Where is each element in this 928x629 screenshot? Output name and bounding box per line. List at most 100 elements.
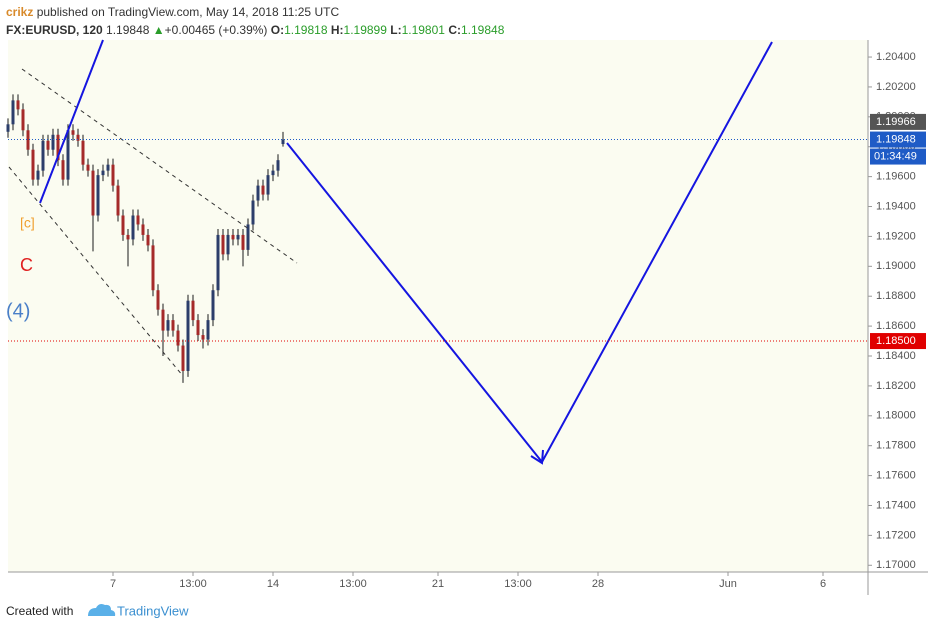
candle-body — [221, 234, 225, 255]
candle-body — [106, 164, 110, 171]
change: +0.00465 (+0.39%) — [164, 23, 268, 37]
candle-body — [86, 164, 90, 171]
wave-label: (4) — [6, 300, 30, 322]
trend-line — [39, 39, 104, 204]
candle-body — [91, 170, 95, 216]
y-tick-label: 1.18000 — [876, 410, 916, 422]
candle-body — [66, 130, 70, 180]
brand[interactable]: TradingView — [117, 603, 189, 618]
candle-body — [131, 215, 135, 240]
channel-upper — [21, 68, 298, 264]
ohlc-value: 1.19818 — [284, 23, 328, 37]
candle-body — [76, 134, 80, 141]
symbol: FX:EURUSD, 120 — [6, 23, 103, 37]
candle-body — [211, 290, 215, 321]
candle-body — [231, 234, 235, 240]
candle-body — [146, 234, 150, 246]
candle-body — [191, 300, 195, 321]
countdown: 01:34:49 — [874, 150, 917, 162]
wave-label: C — [20, 255, 33, 275]
y-tick-label: 1.19600 — [876, 171, 916, 183]
candle-body — [206, 320, 210, 340]
last: 1.19848 — [106, 23, 150, 37]
y-tick-label: 1.18200 — [876, 380, 916, 392]
candle-body — [126, 234, 130, 240]
candle-body — [201, 335, 205, 340]
y-tick-label: 1.19400 — [876, 200, 916, 212]
channel-lower — [8, 166, 184, 377]
candle-body — [261, 185, 265, 195]
candle-body — [256, 185, 260, 201]
y-tick-label: 1.17800 — [876, 440, 916, 452]
price-box — [870, 131, 926, 148]
y-tick-label: 1.19000 — [876, 260, 916, 272]
x-tick-label: 13:00 — [179, 578, 207, 590]
candle-body — [246, 224, 250, 250]
candle-body — [36, 170, 40, 180]
candle-body — [61, 160, 65, 180]
countdown-box — [870, 148, 926, 165]
price-label: 1.18500 — [876, 335, 916, 347]
candle-body — [121, 215, 125, 235]
logo — [88, 604, 116, 616]
candle-body — [31, 149, 35, 180]
candle-body — [156, 290, 160, 310]
candle-body — [96, 175, 100, 216]
y-tick-label: 1.17000 — [876, 559, 916, 571]
candle-body — [41, 140, 45, 171]
candle-body — [71, 130, 75, 135]
candle-body — [81, 140, 85, 165]
x-tick-label: 28 — [592, 578, 604, 590]
arrow-head — [530, 449, 544, 465]
candle-body — [241, 234, 245, 250]
y-tick-label: 1.17400 — [876, 499, 916, 511]
header: crikz published on TradingView.com, May … — [6, 3, 504, 39]
candle-body — [266, 175, 270, 195]
arrow: ▲ — [152, 23, 165, 37]
candle-body — [271, 170, 275, 176]
y-tick-label: 1.18400 — [876, 350, 916, 362]
candle-body — [276, 160, 280, 171]
candle-body — [116, 185, 120, 216]
candle-body — [21, 109, 25, 131]
author[interactable]: crikz — [6, 5, 34, 19]
x-tick-label: 21 — [432, 578, 444, 590]
price-label: 1.19848 — [876, 133, 916, 145]
candle-body — [56, 134, 60, 161]
ohlc-value: 1.19899 — [343, 23, 387, 37]
y-tick-label: 1.17600 — [876, 469, 916, 481]
ohlc-value: 1.19801 — [401, 23, 445, 37]
candle-body — [6, 124, 10, 132]
candle-body — [136, 215, 140, 225]
candle-body — [11, 100, 15, 125]
candle-body — [226, 234, 230, 255]
x-tick-label: 13:00 — [504, 578, 532, 590]
price-box — [870, 333, 926, 350]
candle-body — [166, 320, 170, 331]
candle-body — [161, 309, 165, 331]
y-tick-label: 1.18600 — [876, 320, 916, 332]
candle-body — [51, 134, 55, 150]
candle-body — [196, 320, 200, 336]
published: published on TradingView.com, May 14, 20… — [36, 5, 340, 19]
candle-body — [181, 345, 185, 371]
y-tick-label: 1.20400 — [876, 51, 916, 63]
candle-body — [236, 234, 240, 240]
y-tick-label: 1.19200 — [876, 230, 916, 242]
plot-bg — [8, 40, 868, 572]
marks — [6, 94, 285, 383]
x-tick-label: Jun — [719, 578, 737, 590]
ohlc-label: H: — [330, 23, 344, 37]
ohlc: O:1.19818 H:1.19899 L:1.19801 C:1.19848 — [271, 23, 505, 37]
y-tick-label: 1.18800 — [876, 290, 916, 302]
candle-body — [216, 234, 220, 291]
ohlc-label: O: — [270, 23, 285, 37]
candle-body — [101, 170, 105, 176]
y-tick-label: 1.20200 — [876, 81, 916, 93]
price-label: 1.19966 — [876, 116, 916, 128]
footer-text: Created with — [6, 604, 73, 618]
candle-body — [251, 200, 255, 225]
candle-body — [16, 100, 20, 110]
